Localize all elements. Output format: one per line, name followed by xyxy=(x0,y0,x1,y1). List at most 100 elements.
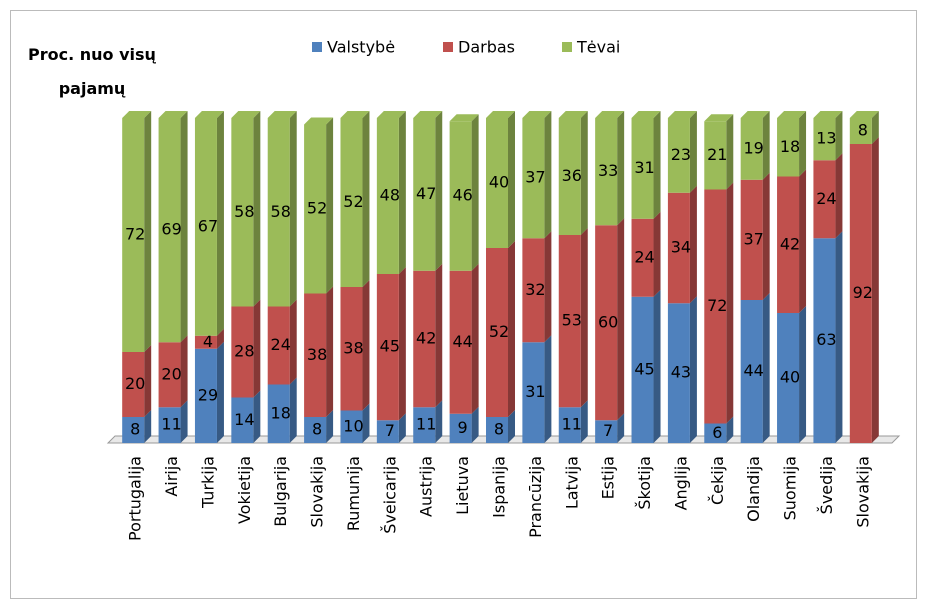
bar xyxy=(631,118,654,219)
value-label: 43 xyxy=(671,363,691,382)
bar-side xyxy=(762,293,770,443)
legend-swatch xyxy=(562,42,572,52)
value-label: 45 xyxy=(634,359,654,378)
bar xyxy=(631,296,654,443)
bar xyxy=(158,407,181,443)
bar-top xyxy=(486,111,515,118)
bar xyxy=(631,218,654,297)
value-label: 69 xyxy=(161,220,181,239)
bar-side xyxy=(435,263,443,408)
x-tick-label: Estija xyxy=(599,456,618,499)
value-label: 7 xyxy=(603,421,613,440)
x-tick-label: Bulgarija xyxy=(271,456,290,527)
legend-label: Darbas xyxy=(458,38,515,57)
x-tick-label: Ispanija xyxy=(490,456,509,518)
bar xyxy=(522,342,545,443)
x-tick-label: Anglija xyxy=(671,456,690,510)
value-label: 20 xyxy=(161,364,181,383)
value-label: 40 xyxy=(780,368,800,387)
bar-top xyxy=(522,111,552,118)
bar-side xyxy=(326,286,334,417)
x-tick-label: Vokietija xyxy=(235,456,254,524)
bar xyxy=(667,118,690,193)
bar xyxy=(849,118,872,144)
value-label: 58 xyxy=(271,202,291,221)
bar xyxy=(558,118,581,235)
bar-side xyxy=(835,153,843,239)
bar-side xyxy=(871,111,879,144)
value-label: 45 xyxy=(380,337,400,356)
value-label: 7 xyxy=(385,421,395,440)
bar-side xyxy=(835,231,843,443)
bar xyxy=(158,118,181,343)
bar xyxy=(267,306,290,385)
value-label: 52 xyxy=(307,199,327,218)
value-label: 60 xyxy=(598,312,618,331)
value-label: 92 xyxy=(853,283,873,302)
bar-top xyxy=(849,111,879,118)
x-tick-label: Čekija xyxy=(708,456,727,505)
bar-side xyxy=(799,169,807,313)
x-tick-label: Lietuva xyxy=(453,456,472,515)
bar xyxy=(740,300,763,443)
bar xyxy=(413,270,436,408)
bar xyxy=(122,417,145,443)
bar xyxy=(340,410,363,443)
x-tick-label: Olandija xyxy=(744,456,763,522)
bar-side xyxy=(435,111,443,271)
bar-side xyxy=(289,111,297,307)
bar xyxy=(231,397,254,443)
bar-side xyxy=(289,377,297,443)
x-tick-label: Suomija xyxy=(781,456,800,520)
bar-side xyxy=(617,218,625,421)
bar xyxy=(704,189,727,424)
bar xyxy=(376,420,399,443)
value-label: 18 xyxy=(271,403,291,422)
bar xyxy=(194,348,217,443)
value-label: 72 xyxy=(125,225,145,244)
value-label: 47 xyxy=(416,184,436,203)
bar-side xyxy=(398,413,406,443)
bar xyxy=(777,313,800,443)
bar-side xyxy=(726,182,734,424)
value-label: 36 xyxy=(562,166,582,185)
bar-side xyxy=(689,296,697,443)
bar-side xyxy=(799,306,807,443)
bar xyxy=(194,335,217,349)
bar-side xyxy=(580,111,588,235)
bar-side xyxy=(471,406,479,443)
bar xyxy=(558,235,581,408)
bar xyxy=(449,270,472,414)
bar xyxy=(777,176,800,313)
bar-side xyxy=(835,111,843,161)
bar-side xyxy=(471,263,479,414)
bar-side xyxy=(216,341,224,443)
value-label: 63 xyxy=(816,330,836,349)
value-label: 24 xyxy=(271,335,291,354)
value-label: 14 xyxy=(234,410,254,429)
bar xyxy=(849,144,872,443)
bar-top xyxy=(704,114,734,122)
value-label: 21 xyxy=(707,145,727,164)
bar xyxy=(413,407,436,443)
bar xyxy=(340,287,363,411)
bar-side xyxy=(144,410,152,443)
bar-side xyxy=(216,111,224,336)
x-tick-label: Slovakija xyxy=(853,456,872,528)
bar-top xyxy=(304,117,334,125)
bar xyxy=(231,306,254,398)
value-label: 20 xyxy=(125,374,145,393)
bar-side xyxy=(617,413,625,443)
value-label: 42 xyxy=(780,234,800,253)
legend-label: Valstybė xyxy=(327,38,395,57)
value-label: 44 xyxy=(743,361,763,380)
bar xyxy=(522,238,545,343)
value-label: 38 xyxy=(307,345,327,364)
bar-side xyxy=(617,111,625,226)
bar-top xyxy=(231,111,261,118)
chart-title: Proc. nuo visų pajamų xyxy=(28,45,156,98)
bar-side xyxy=(362,111,370,287)
bar-top xyxy=(558,111,588,118)
